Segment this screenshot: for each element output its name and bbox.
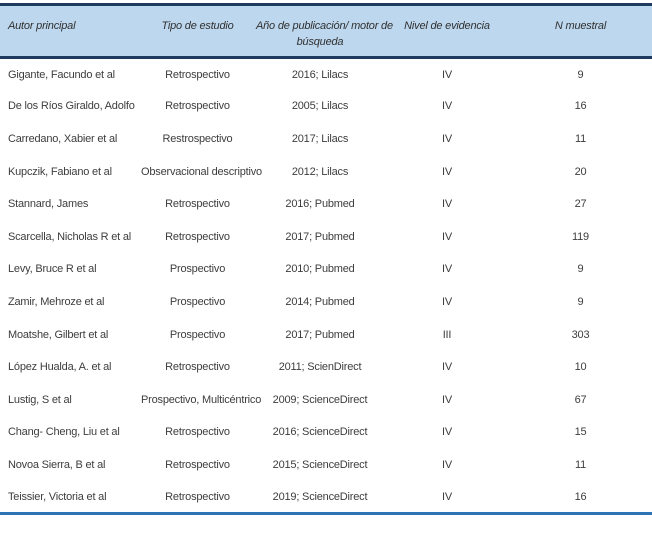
- cell-autor: Moatshe, Gilbert et al: [8, 328, 109, 341]
- cell-nivel: IV: [442, 198, 452, 211]
- cell-nivel: IV: [442, 100, 452, 113]
- header-line-1: Año de publicación/ motor de: [256, 20, 393, 32]
- cell-anio: 2011; ScienDirect: [278, 361, 362, 374]
- table-row: Chang- Cheng, Liu et al Retrospectivo 20…: [0, 416, 652, 449]
- cell-anio: 2017; Pubmed: [285, 230, 355, 243]
- cell-anio: 2010; Pubmed: [285, 263, 355, 276]
- col-header-anio-publicacion-motor-busqueda: Año de publicación/ motor de búsqueda: [255, 4, 393, 59]
- table-row: López Hualda, A. et al Retrospectivo 201…: [0, 351, 652, 384]
- cell-tipo: Retrospectivo: [165, 198, 230, 211]
- cell-nivel: IV: [442, 295, 452, 308]
- cell-n-muestral: 303: [571, 328, 590, 341]
- col-header-autor-principal: Autor principal: [0, 4, 140, 59]
- cell-n-muestral: 16: [574, 490, 587, 503]
- cell-anio: 2012; Lilacs: [291, 165, 349, 178]
- table-header: Autor principal Tipo de estudio Año de p…: [0, 4, 652, 59]
- header-row: Autor principal Tipo de estudio Año de p…: [0, 4, 652, 59]
- cell-autor: Novoa Sierra, B et al: [8, 458, 106, 471]
- cell-tipo: Retrospectivo: [165, 426, 230, 439]
- cell-tipo: Retrospectivo: [165, 230, 230, 243]
- cell-anio: 2019; ScienceDirect: [272, 490, 368, 503]
- cell-autor: López Hualda, A. et al: [8, 361, 112, 374]
- col-header-nivel-de-evidencia: Nivel de evidencia: [385, 4, 509, 59]
- cell-anio: 2017; Pubmed: [285, 328, 355, 341]
- cell-anio: 2014; Pubmed: [285, 295, 355, 308]
- cell-anio: 2016; ScienceDirect: [272, 426, 368, 439]
- cell-n-muestral: 9: [577, 68, 584, 81]
- table-row: Teissier, Victoria et al Retrospectivo 2…: [0, 481, 652, 514]
- cell-n-muestral: 9: [577, 263, 584, 276]
- cell-n-muestral: 9: [577, 295, 584, 308]
- cell-autor: Carredano, Xabier et al: [8, 132, 118, 145]
- cell-anio: 2017; Lilacs: [291, 132, 349, 145]
- cell-autor: Teissier, Victoria et al: [8, 490, 107, 503]
- cell-autor: Kupczik, Fabiano et al: [8, 165, 112, 178]
- cell-tipo: Retrospectivo: [165, 68, 230, 81]
- cell-nivel: IV: [442, 490, 452, 503]
- table-row: Stannard, James Retrospectivo 2016; Pubm…: [0, 188, 652, 221]
- cell-tipo: Observacional descriptivo: [141, 165, 262, 178]
- cell-anio: 2009; ScienceDirect: [272, 393, 368, 406]
- cell-autor: Zamir, Mehroze et al: [8, 295, 105, 308]
- cell-nivel: IV: [442, 426, 452, 439]
- table-row: Novoa Sierra, B et al Retrospectivo 2015…: [0, 449, 652, 482]
- cell-tipo: Prospectivo: [169, 328, 226, 341]
- cell-tipo: Retrospectivo: [165, 458, 230, 471]
- cell-tipo: Retrospectivo: [165, 100, 230, 113]
- cell-autor: De los Ríos Giraldo, Adolfo: [8, 100, 135, 113]
- cell-n-muestral: 20: [574, 165, 587, 178]
- col-header-n-muestral: N muestral: [509, 4, 652, 59]
- cell-nivel: IV: [442, 458, 452, 471]
- cell-nivel: IV: [442, 263, 452, 276]
- cell-n-muestral: 11: [574, 132, 587, 145]
- cell-autor: Stannard, James: [8, 198, 89, 211]
- cell-n-muestral: 15: [574, 426, 587, 439]
- cell-n-muestral: 119: [572, 230, 589, 243]
- cell-autor: Gigante, Facundo et al: [8, 68, 115, 81]
- cell-autor: Lustig, S et al: [8, 393, 72, 406]
- cell-autor: Levy, Bruce R et al: [8, 263, 97, 276]
- table-body: Gigante, Facundo et al Retrospectivo 201…: [0, 58, 652, 514]
- table-row: Kupczik, Fabiano et al Observacional des…: [0, 155, 652, 188]
- cell-nivel: III: [442, 328, 452, 341]
- table-row: Moatshe, Gilbert et al Prospectivo 2017;…: [0, 318, 652, 351]
- header-line-2: búsqueda: [296, 36, 344, 48]
- cell-tipo: Retrospectivo: [165, 361, 230, 374]
- table-row: Carredano, Xabier et al Restrospectivo 2…: [0, 123, 652, 156]
- cell-anio: 2016; Lilacs: [291, 68, 349, 81]
- cell-n-muestral: 27: [574, 198, 587, 211]
- cell-nivel: IV: [442, 132, 452, 145]
- cell-n-muestral: 16: [574, 100, 587, 113]
- table-row: Scarcella, Nicholas R et al Retrospectiv…: [0, 220, 652, 253]
- table-row: Levy, Bruce R et al Prospectivo 2010; Pu…: [0, 253, 652, 286]
- cell-autor: Chang- Cheng, Liu et al: [8, 426, 120, 439]
- cell-nivel: IV: [442, 165, 452, 178]
- col-header-tipo-de-estudio: Tipo de estudio: [140, 4, 255, 59]
- evidence-table: Autor principal Tipo de estudio Año de p…: [0, 3, 652, 515]
- cell-tipo: Retrospectivo: [165, 490, 230, 503]
- cell-nivel: IV: [442, 393, 452, 406]
- cell-anio: 2016; Pubmed: [285, 198, 355, 211]
- cell-anio: 2015; ScienceDirect: [272, 458, 368, 471]
- cell-tipo: Restrospectivo: [162, 132, 233, 145]
- cell-tipo: Prospectivo: [169, 263, 226, 276]
- cell-n-muestral: 11: [574, 458, 587, 471]
- cell-nivel: IV: [442, 230, 452, 243]
- cell-nivel: IV: [442, 361, 452, 374]
- table-row: Lustig, S et al Prospectivo, Multicéntri…: [0, 383, 652, 416]
- cell-nivel: IV: [442, 68, 452, 81]
- cell-autor: Scarcella, Nicholas R et al: [8, 230, 131, 243]
- table-row: Zamir, Mehroze et al Prospectivo 2014; P…: [0, 286, 652, 319]
- cell-n-muestral: 67: [574, 393, 587, 406]
- cell-tipo: Prospectivo: [169, 295, 226, 308]
- cell-anio: 2005; Lilacs: [291, 100, 349, 113]
- cell-tipo: Prospectivo, Multicéntrico: [141, 393, 262, 406]
- table-row: Gigante, Facundo et al Retrospectivo 201…: [0, 58, 652, 91]
- cell-n-muestral: 10: [574, 361, 587, 374]
- table-row: De los Ríos Giraldo, Adolfo Retrospectiv…: [0, 90, 652, 123]
